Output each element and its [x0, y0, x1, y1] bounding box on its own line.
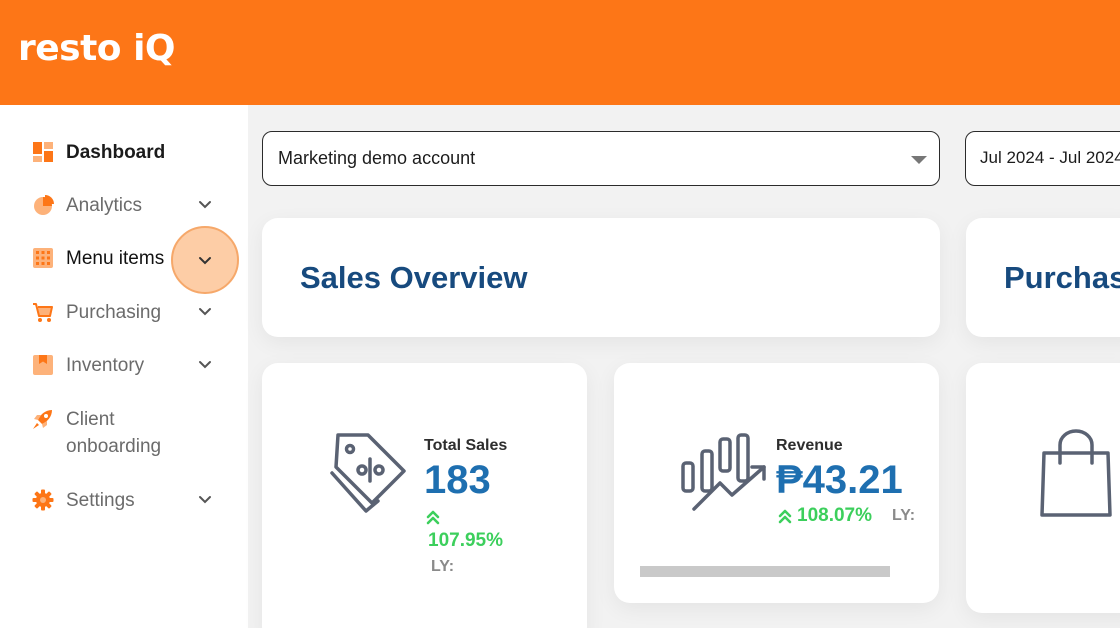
double-chevron-up-icon [778, 509, 792, 524]
top-header: resto iQ [0, 0, 1120, 105]
purchasing-header-card: Purchasing [966, 218, 1120, 337]
purchases-card[interactable] [966, 363, 1120, 613]
sidebar-item-dashboard[interactable]: Dashboard [32, 139, 222, 166]
growth-chart-icon [681, 433, 766, 511]
pie-chart-icon [34, 195, 54, 215]
chevron-down-icon[interactable] [196, 356, 214, 374]
revenue-card[interactable]: Revenue ₱43.21 108.07% LY: [614, 363, 939, 603]
sidebar-item-label: Client onboarding [66, 406, 161, 460]
kpi-change: 108.07% [797, 505, 873, 526]
chevron-down-icon[interactable] [196, 303, 214, 321]
section-title: Sales Overview [300, 260, 528, 295]
date-range-picker[interactable]: Jul 2024 - Jul 2024 [965, 131, 1120, 186]
kpi-label: Total Sales [424, 437, 508, 454]
sidebar-item-purchasing[interactable]: Purchasing [32, 299, 222, 326]
rocket-icon [33, 410, 52, 429]
kpi-last-year: LY: [431, 558, 455, 575]
kpi-value: ₱43.21 [776, 458, 903, 502]
sidebar-item-settings[interactable]: Settings [32, 487, 222, 514]
chevron-down-icon[interactable] [196, 252, 214, 270]
dashboard-grid-icon [33, 142, 53, 162]
price-tag-icon [330, 433, 406, 513]
kpi-value: 183 [424, 458, 491, 502]
app-logo[interactable]: resto iQ [18, 28, 176, 69]
account-select[interactable]: Marketing demo account [262, 131, 940, 186]
sidebar-item-menu-items[interactable]: Menu items [32, 245, 222, 272]
kpi-last-year: LY: [892, 507, 916, 524]
chevron-down-icon[interactable] [196, 196, 214, 214]
sidebar-item-label: Dashboard [66, 142, 166, 163]
shopping-bag-icon [1040, 429, 1112, 517]
sales-overview-header-card: Sales Overview [262, 218, 940, 337]
section-title: Purchasing [1004, 260, 1120, 295]
kpi-label: Revenue [776, 437, 843, 454]
sidebar-item-label: Analytics [66, 195, 143, 216]
sidebar-item-label-line1: Client [66, 409, 115, 430]
sidebar-item-label: Settings [66, 490, 135, 511]
gear-icon [32, 489, 54, 511]
sidebar-item-label: Menu items [66, 248, 165, 269]
sidebar-item-analytics[interactable]: Analytics [32, 192, 222, 219]
sidebar-item-client-onboarding[interactable]: Client onboarding [32, 406, 222, 460]
sidebar-item-label-line2: onboarding [66, 436, 162, 457]
account-select-value: Marketing demo account [278, 148, 476, 168]
progress-bar-placeholder [640, 566, 890, 577]
date-range-value: Jul 2024 - Jul 2024 [980, 148, 1120, 167]
menu-grid-icon [33, 248, 53, 268]
sidebar-item-label: Purchasing [66, 302, 162, 323]
cart-icon [33, 303, 53, 322]
inventory-box-icon [33, 355, 53, 375]
sidebar-item-label: Inventory [66, 355, 145, 376]
total-sales-card[interactable]: Total Sales 183 107.95% LY: [262, 363, 587, 628]
caret-down-icon [911, 156, 927, 164]
chevron-down-icon[interactable] [196, 491, 214, 509]
kpi-change: 107.95% [428, 530, 504, 551]
sidebar-item-inventory[interactable]: Inventory [32, 352, 222, 379]
click-highlight [171, 226, 239, 294]
double-chevron-up-icon [426, 510, 440, 525]
